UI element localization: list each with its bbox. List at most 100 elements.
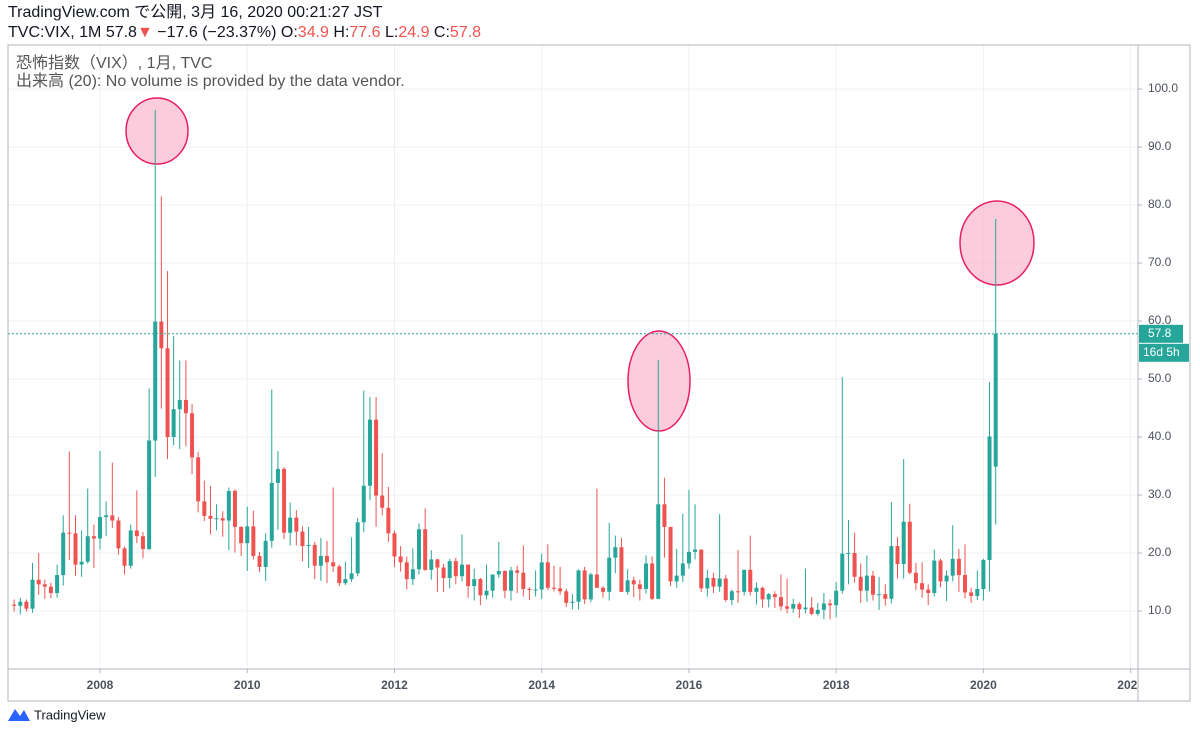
plot-area	[8, 97, 1138, 620]
candle-body	[533, 589, 538, 591]
highlight-ellipse	[125, 97, 189, 165]
candle-body	[214, 518, 219, 520]
candle-body	[140, 536, 145, 549]
candle-body	[398, 556, 403, 563]
candle-body	[785, 606, 790, 609]
y-tick-label: 20.0	[1148, 545, 1172, 559]
candle-body	[607, 557, 612, 592]
c-label: C:	[433, 24, 450, 41]
candle-body	[754, 587, 759, 592]
price-label-box	[1139, 324, 1183, 343]
candle-body	[392, 533, 397, 557]
candle-body	[772, 594, 777, 598]
candle-body	[723, 578, 728, 600]
candle-body	[300, 531, 305, 547]
candle-body	[226, 490, 231, 521]
x-tick-label: 2010	[234, 678, 261, 692]
candle-body	[410, 569, 415, 580]
candle-body	[938, 560, 943, 582]
y-tick-label: 100.0	[1148, 81, 1178, 95]
candle-body	[416, 529, 421, 570]
candle-body	[674, 575, 679, 582]
h-label: H:	[333, 24, 350, 41]
candle-body	[545, 562, 550, 588]
candle-body	[552, 587, 557, 589]
candle-body	[883, 594, 888, 599]
candle-body	[61, 532, 66, 576]
candle-body	[18, 601, 23, 606]
y-tick-label: 80.0	[1148, 197, 1172, 211]
candle-body	[288, 517, 293, 533]
candle-body	[196, 457, 201, 502]
candle-body	[343, 579, 348, 584]
candle-body	[521, 572, 526, 589]
candle-body	[760, 587, 765, 600]
candle-body	[803, 607, 808, 610]
x-tick-label: 2008	[87, 678, 114, 692]
candle-body	[466, 564, 471, 587]
candle-body	[858, 576, 863, 591]
x-tick-label: 2014	[528, 678, 555, 692]
candle-body	[809, 607, 814, 614]
candle-body	[680, 563, 685, 576]
y-axis: 10.0 20.0 30.0 40.0 50.0 60.0 70.0 80.0 90.0 100.…	[1138, 81, 1189, 617]
candle-body	[901, 521, 906, 565]
y-tick-label: 70.0	[1148, 255, 1172, 269]
candle-body	[110, 515, 115, 521]
candle-body	[355, 522, 360, 574]
last-price: 57.8	[105, 24, 137, 41]
candle-body	[515, 570, 520, 573]
candle-body	[429, 559, 434, 570]
candle-body	[423, 529, 428, 570]
candle-body	[570, 601, 575, 603]
x-axis: 2008 2010 2012 2014 2016 2018 2020 2022	[87, 669, 1138, 692]
x-tick-label: 2018	[823, 678, 850, 692]
candle-body	[24, 601, 29, 609]
candle-body	[306, 544, 311, 547]
y-tick-label: 60.0	[1148, 313, 1172, 327]
candle-body	[539, 562, 544, 590]
x-tick-label: 2016	[676, 678, 703, 692]
candle-body	[79, 561, 84, 565]
candle-body	[404, 562, 409, 580]
candle-body	[582, 570, 587, 600]
candle-body	[294, 517, 299, 532]
candle-body	[969, 592, 974, 596]
candle-body	[650, 563, 655, 599]
candle-body	[128, 530, 133, 566]
candle-body	[987, 436, 992, 560]
candle-body	[729, 591, 734, 600]
candle-body	[435, 559, 440, 568]
candle-body	[91, 536, 96, 539]
candle-body	[840, 553, 845, 591]
candle-body	[711, 577, 716, 587]
candle-body	[613, 547, 618, 558]
candle-body	[920, 583, 925, 590]
footer-logo: TradingView	[8, 707, 106, 722]
logo-icon	[8, 709, 30, 721]
candle-body	[367, 419, 372, 486]
candle-body	[926, 589, 931, 594]
candle-body	[815, 609, 820, 614]
candle-body	[766, 594, 771, 600]
candle-body	[324, 555, 329, 563]
candle-body	[963, 575, 968, 593]
countdown-label: 16d 5h	[1143, 345, 1180, 359]
x-tick-label: 2012	[381, 678, 408, 692]
candle-body	[490, 574, 495, 591]
candle-body	[558, 588, 563, 592]
candle-body	[134, 530, 139, 537]
candle-body	[208, 515, 213, 519]
candle-body	[312, 544, 317, 566]
candle-body	[190, 413, 195, 458]
candle-body	[736, 591, 741, 593]
y-tick-label: 50.0	[1148, 371, 1172, 385]
candle-body	[232, 490, 237, 527]
candle-body	[662, 504, 667, 527]
highlight-ellipse	[627, 330, 691, 432]
candle-body	[913, 572, 918, 584]
candle-body	[269, 482, 274, 541]
candle-body	[257, 555, 262, 567]
candle-body	[852, 553, 857, 577]
candle-body	[275, 468, 280, 483]
